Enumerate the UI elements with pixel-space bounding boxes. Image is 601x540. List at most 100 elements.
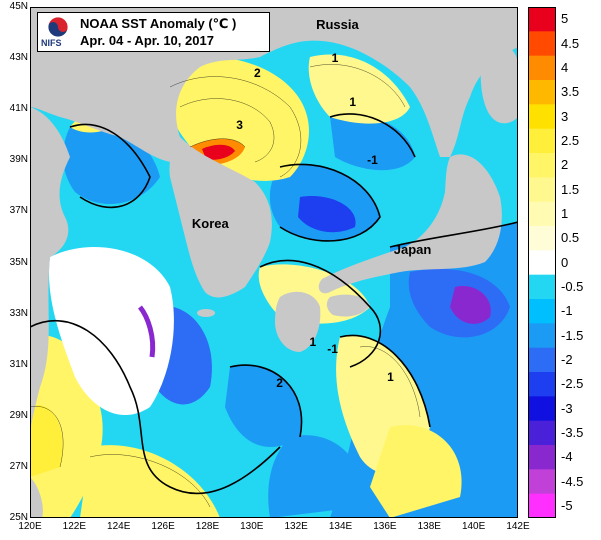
contour-lines — [30, 113, 518, 495]
negative-anomaly-zone — [225, 365, 302, 447]
contour-value-label: 1 — [331, 51, 339, 66]
contour-value-label: 1 — [309, 334, 317, 349]
land-mass — [197, 309, 215, 317]
contour-value-label: 2 — [276, 375, 283, 390]
map-frame — [30, 7, 518, 518]
lon-tick-label: 126E — [151, 521, 175, 532]
lon-tick-label: 136E — [373, 521, 397, 532]
land-mass — [480, 44, 518, 124]
positive-anomaly-zone — [308, 54, 410, 124]
lat-tick-label: 39N — [9, 154, 28, 166]
lat-tick-label: 45N — [9, 1, 28, 12]
no-data-region — [49, 247, 174, 416]
colorbar-tick-label: 4.5 — [561, 35, 580, 51]
colorbar-tick-label: 3.5 — [561, 84, 580, 100]
lon-tick-label: 130E — [240, 521, 264, 532]
contour-value-label: 1 — [349, 94, 357, 109]
title-box: NIFS NOAA SST Anomaly (℃ ) Apr. 04 - Apr… — [37, 12, 270, 52]
positive-anomaly-zone — [80, 445, 220, 518]
region-label-korea: Korea — [191, 216, 229, 232]
lat-tick-label: 25N — [9, 512, 28, 523]
colorbar-tick-label: 3 — [561, 108, 569, 124]
map-title: NOAA SST Anomaly (℃ ) — [80, 16, 237, 31]
colorbar-segment — [528, 250, 556, 276]
land-mass — [326, 294, 370, 317]
lon-tick-label: 138E — [417, 521, 441, 532]
sst-anomaly-map: Russia Korea Japan 3 2 1 1 -1 1 -1 2 1 — [30, 7, 518, 518]
region-label-russia: Russia — [316, 16, 359, 32]
colorbar-tick-label: -3.5 — [561, 424, 584, 440]
colorbar-tick-label: 0 — [561, 254, 569, 270]
colorbar-segment — [528, 299, 556, 324]
colorbar-segment — [528, 201, 556, 227]
contour-value-label: 1 — [387, 370, 394, 385]
lon-tick-label: 122E — [62, 521, 87, 532]
colorbar-tick-label: 2 — [561, 157, 569, 173]
colorbar-segment — [528, 80, 556, 105]
colorbar-segment — [528, 7, 556, 32]
land-mass — [275, 291, 321, 352]
no-data-edge — [137, 305, 156, 358]
lon-tick-label: 128E — [195, 521, 220, 532]
colorbar-segment — [528, 55, 556, 81]
lat-tick-label: 41N — [9, 103, 28, 115]
negative-anomaly-zone — [450, 286, 491, 324]
colorbar-segment — [528, 31, 556, 57]
colorbar-segment — [528, 469, 556, 495]
colorbar-tick-label: 5 — [561, 11, 569, 27]
region-label-japan: Japan — [393, 241, 432, 257]
colorbar-frame — [528, 7, 556, 518]
colorbar-segment — [528, 493, 556, 518]
colorbar-segment — [528, 104, 556, 130]
positive-anomaly-zone — [370, 425, 462, 518]
colorbar-tick-label: 0.5 — [561, 230, 580, 246]
contour-value-label: -1 — [367, 153, 378, 168]
land-mass — [30, 477, 43, 518]
lat-tick-label: 37N — [9, 205, 28, 217]
colorbar-tick-label: 1.5 — [561, 181, 580, 197]
colorbar-segment — [528, 177, 556, 203]
lon-tick-label: 140E — [461, 521, 486, 532]
colorbar-tick-label: 1 — [561, 205, 569, 221]
colorbar-segment — [528, 323, 556, 349]
colorbar-segment — [528, 420, 556, 446]
colorbar-segment — [528, 347, 556, 373]
land-mass — [169, 137, 272, 298]
colorbar — [528, 7, 556, 518]
colorbar-segment — [528, 153, 556, 178]
lat-tick-label: 31N — [9, 358, 28, 370]
colorbar-tick-label: -3 — [561, 400, 573, 416]
lon-tick-label: 134E — [328, 521, 353, 532]
colorbar-segment — [528, 372, 556, 397]
contour-value-label: -1 — [327, 342, 338, 357]
colorbar-tick-label: 4 — [561, 59, 569, 75]
taegeuk-logo-icon — [47, 16, 69, 38]
lat-tick-label: 29N — [9, 409, 28, 421]
lon-tick-label: 142E — [506, 521, 530, 532]
negative-anomaly-zone — [298, 196, 356, 233]
land-mass — [30, 107, 70, 437]
colorbar-segment — [528, 226, 556, 251]
land-mass — [318, 154, 502, 294]
colorbar-tick-label: -2 — [561, 351, 573, 367]
map-canvas — [30, 7, 518, 518]
colorbar-tick-label: -1 — [561, 303, 573, 319]
colorbar-segment — [528, 274, 556, 300]
colorbar-segment — [528, 396, 556, 422]
hot-anomaly-spot — [202, 144, 235, 160]
colorbar-segment — [528, 445, 556, 470]
lon-tick-label: 132E — [284, 521, 308, 532]
lon-tick-label: 124E — [107, 521, 131, 532]
colorbar-segment — [528, 128, 556, 154]
date-range: Apr. 04 - Apr. 10, 2017 — [80, 33, 214, 48]
contour-value-label: 3 — [236, 117, 243, 132]
colorbar-tick-label: 2.5 — [561, 132, 580, 148]
lon-tick-label: 120E — [18, 521, 42, 532]
colorbar-tick-label: -4.5 — [561, 473, 584, 489]
lat-tick-label: 35N — [9, 256, 28, 268]
colorbar-tick-label: -4 — [561, 449, 573, 465]
colorbar-tick-label: -2.5 — [561, 376, 584, 392]
lat-tick-label: 33N — [9, 307, 28, 319]
contour-value-label: 2 — [254, 66, 261, 81]
negative-anomaly-zone — [268, 435, 362, 518]
